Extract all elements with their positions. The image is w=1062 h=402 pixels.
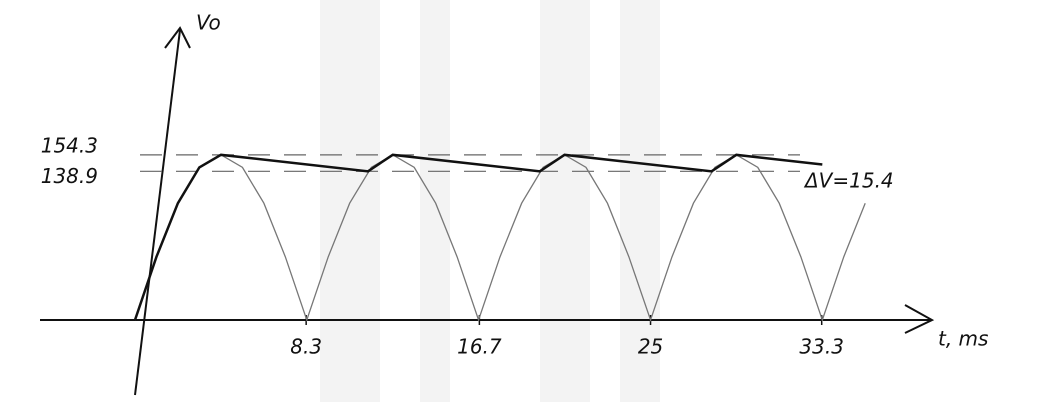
x-tick-label: 33.3 [799,335,844,359]
x-tick-label: 8.3 [290,335,322,359]
y-tick-label: 138.9 [41,164,98,188]
annotation: ΔV=15.4 [803,169,894,193]
data-line [135,155,865,320]
x-tick-label: 25 [638,335,663,359]
chart: Vo t, ms ΔV=15.4 138.9 154.3 8.3 16.7 25 33.3 [0,0,1062,402]
y-tick-label: 154.3 [41,133,98,157]
x-axis-label: t, ms [938,327,988,351]
y-axis-label: Vo [196,11,221,35]
data-line [135,155,822,320]
x-tick-label: 16.7 [457,335,502,359]
